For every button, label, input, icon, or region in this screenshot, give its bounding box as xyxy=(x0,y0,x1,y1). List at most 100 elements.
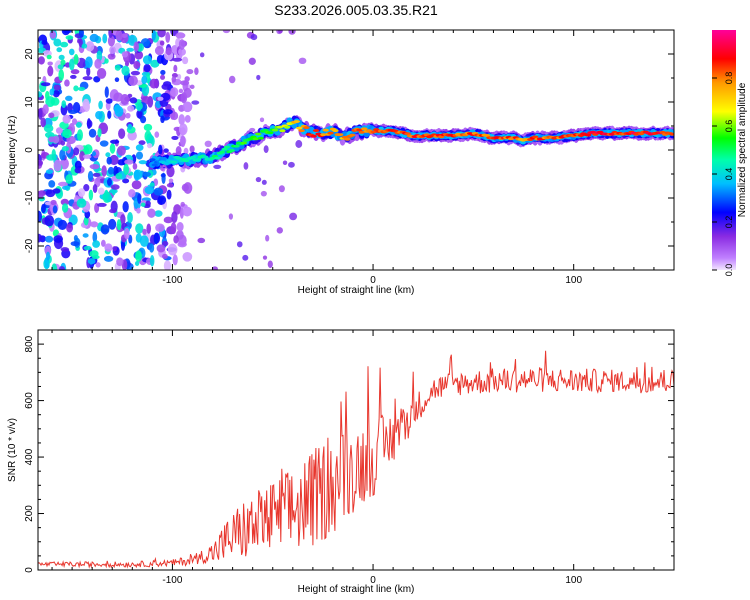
noise-speck xyxy=(157,195,167,205)
noise-speck xyxy=(96,67,107,79)
noise-speck xyxy=(131,180,142,190)
noise-speck xyxy=(104,189,109,202)
noise-speck xyxy=(170,222,177,235)
noise-speck xyxy=(163,148,169,153)
noise-speck xyxy=(178,39,186,50)
noise-speck xyxy=(41,40,48,45)
noise-speck xyxy=(124,159,134,165)
snr-y-axis-label: SNR (10 * v/v) xyxy=(7,418,18,482)
noise-speck xyxy=(249,127,256,133)
noise-speck xyxy=(250,34,258,41)
signal-mark xyxy=(669,132,674,136)
noise-speck xyxy=(130,70,141,76)
noise-speck xyxy=(183,147,189,155)
signal-mark xyxy=(163,162,171,165)
noise-speck xyxy=(276,227,283,234)
colorbar-tick-label: 0.4 xyxy=(724,168,734,181)
noise-speck xyxy=(170,87,179,97)
noise-speck xyxy=(135,144,144,151)
noise-speck xyxy=(211,266,218,270)
noise-speck xyxy=(62,185,70,190)
noise-speck xyxy=(85,41,95,52)
signal-mark xyxy=(296,126,303,130)
noise-speck xyxy=(121,65,130,76)
colorbar-tick-label: 0.6 xyxy=(724,120,734,133)
noise-speck xyxy=(40,82,51,87)
signal-mark xyxy=(283,125,291,129)
noise-speck xyxy=(142,55,152,65)
signal-mark xyxy=(218,150,226,154)
noise-speck xyxy=(79,150,85,162)
noise-speck xyxy=(156,244,166,253)
noise-speck xyxy=(114,106,124,117)
noise-speck xyxy=(149,243,155,253)
noise-speck xyxy=(61,145,69,152)
noise-speck xyxy=(83,144,93,155)
noise-speck xyxy=(298,57,307,65)
noise-speck xyxy=(261,179,267,185)
noise-speck xyxy=(62,114,71,124)
noise-speck xyxy=(61,30,70,36)
noise-speck xyxy=(68,109,78,114)
noise-speck xyxy=(159,40,165,46)
noise-speck xyxy=(46,251,51,261)
colorbar-tick-label: 0.8 xyxy=(724,72,734,85)
noise-speck xyxy=(288,30,296,35)
noise-speck xyxy=(82,76,93,81)
noise-speck xyxy=(166,189,172,200)
spectrogram-y-axis-label: Frequency (Hz) xyxy=(7,116,18,185)
noise-speck xyxy=(157,30,166,38)
noise-speck xyxy=(141,75,148,85)
noise-speck xyxy=(83,216,89,226)
noise-speck xyxy=(100,224,110,235)
signal-mark xyxy=(312,129,320,132)
noise-speck xyxy=(68,48,75,56)
x-tick-label: 100 xyxy=(565,575,582,586)
noise-speck xyxy=(197,237,206,244)
spectrogram-y-ticks: -20 -10 0 10 20 xyxy=(24,29,674,271)
noise-speck xyxy=(77,188,86,197)
noise-speck xyxy=(135,223,144,234)
snr-plot-area xyxy=(38,330,674,570)
noise-speck xyxy=(146,143,153,149)
colorbar-tick-label: 0.0 xyxy=(724,264,734,277)
noise-speck xyxy=(65,35,74,40)
y-tick-label: -20 xyxy=(24,238,35,253)
noise-speck xyxy=(267,260,273,268)
noise-speck xyxy=(48,112,55,119)
noise-speck xyxy=(278,30,283,34)
noise-speck xyxy=(105,98,113,104)
signal-mark xyxy=(276,125,284,129)
noise-speck xyxy=(90,221,99,228)
noise-speck xyxy=(123,227,130,240)
snr-frame xyxy=(37,329,675,571)
spectrogram-x-axis-label: Height of straight line (km) xyxy=(298,285,415,296)
noise-speck xyxy=(92,240,101,248)
signal-mark xyxy=(531,135,539,139)
noise-speck xyxy=(163,109,173,115)
noise-speck xyxy=(171,211,178,223)
noise-speck xyxy=(178,48,186,56)
signal-mark xyxy=(214,156,221,160)
noise-speck xyxy=(49,88,55,96)
noise-speck xyxy=(140,202,146,207)
noise-speck xyxy=(113,92,124,102)
noise-speck xyxy=(101,165,107,177)
signal-mark xyxy=(589,130,597,134)
noise-speck xyxy=(115,172,123,180)
noise-speck xyxy=(44,263,50,269)
noise-speck xyxy=(289,212,298,221)
spectrogram-noise-speckle xyxy=(38,30,307,270)
noise-speck xyxy=(87,170,94,182)
noise-speck xyxy=(104,243,113,252)
noise-speck xyxy=(259,117,265,123)
spectrogram-signal-trace xyxy=(149,115,674,170)
noise-speck xyxy=(38,91,43,98)
noise-speck xyxy=(133,41,139,52)
noise-speck xyxy=(180,135,186,148)
noise-speck xyxy=(177,241,187,248)
noise-speck xyxy=(213,164,222,170)
noise-speck xyxy=(180,201,185,207)
noise-speck xyxy=(70,241,80,247)
noise-speck xyxy=(282,160,288,165)
